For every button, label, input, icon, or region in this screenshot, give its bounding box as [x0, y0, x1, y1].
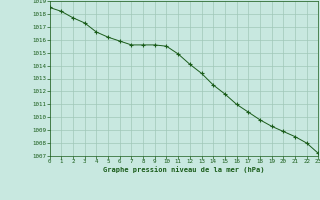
X-axis label: Graphe pression niveau de la mer (hPa): Graphe pression niveau de la mer (hPa) — [103, 166, 265, 173]
